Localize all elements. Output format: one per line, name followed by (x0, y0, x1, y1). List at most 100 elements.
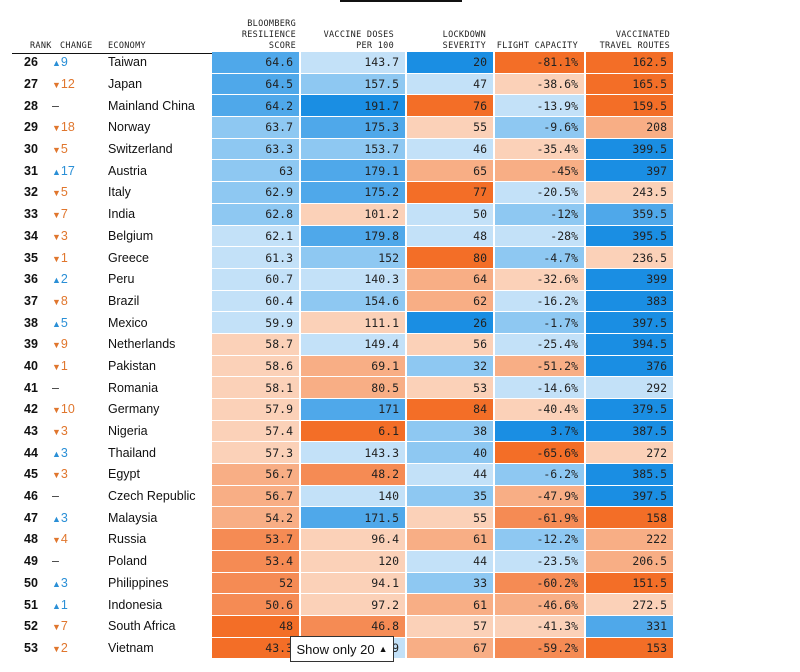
vaccine-cell: 143.3 (300, 441, 407, 464)
change-arrow-icon: ▲ (52, 513, 61, 524)
vaccine-cell: 171.5 (300, 506, 407, 529)
travel-routes-cell: 162.5 (585, 52, 673, 74)
travel-routes-cell: 243.5 (585, 181, 673, 204)
travel-routes-cell: 383 (585, 290, 673, 312)
resilience-cell: 64.6 (212, 52, 301, 74)
table-row: 44 ▲3 Thailand 57.3 143.3 40 -65.6% 272 (12, 441, 673, 464)
vaccine-cell: 175.3 (300, 116, 407, 139)
change-cell: ▼3 (52, 424, 68, 439)
change-arrow-icon: ▼ (52, 145, 61, 156)
lockdown-cell: 55 (406, 116, 495, 139)
travel-routes-cell: 222 (585, 528, 673, 551)
table-row: 26 ▲9 Taiwan 64.6 143.7 20 -81.1% 162.5 (12, 52, 673, 74)
resilience-cell: 62.9 (212, 181, 301, 204)
change-cell: ▲1 (52, 597, 68, 612)
show-only-20-button[interactable]: Show only 20 ▲ (290, 636, 394, 662)
travel-routes-cell: 379.5 (585, 398, 673, 421)
lockdown-cell: 76 (406, 94, 495, 117)
change-arrow-icon: ▲ (52, 448, 61, 459)
travel-routes-cell: 397.5 (585, 485, 673, 507)
table-row: 51 ▲1 Indonesia 50.6 97.2 61 -46.6% 272.… (12, 593, 673, 616)
travel-routes-cell: 292 (585, 376, 673, 399)
lockdown-cell: 53 (406, 376, 495, 399)
economy-cell: Greece (108, 250, 149, 265)
lockdown-cell: 62 (406, 290, 495, 312)
vaccine-cell: 171 (300, 398, 407, 421)
change-arrow-icon: ▼ (52, 405, 61, 416)
header-economy: ECONOMY (108, 41, 146, 51)
economy-cell: Norway (108, 120, 151, 135)
header-travel: VACCINATED TRAVEL ROUTES (599, 30, 670, 51)
vaccine-cell: 101.2 (300, 203, 407, 225)
change-arrow-icon: ▼ (52, 231, 61, 242)
rank-cell: 43 (24, 424, 38, 439)
flight-cell: -4.7% (494, 246, 586, 269)
change-cell: ▼7 (52, 619, 68, 634)
header-resilience: BLOOMBERG RESILIENCE SCORE (241, 19, 296, 51)
table-row: 34 ▼3 Belgium 62.1 179.8 48 -28% 395.5 (12, 225, 673, 247)
header-vaccine: VACCINE DOSES PER 100 (323, 30, 394, 51)
change-cell: – (52, 554, 59, 569)
table-row: 39 ▼9 Netherlands 58.7 149.4 56 -25.4% 3… (12, 333, 673, 356)
travel-routes-cell: 359.5 (585, 203, 673, 225)
table-row: 27 ▼12 Japan 64.5 157.5 47 -38.6% 165.5 (12, 73, 673, 95)
change-cell: – (52, 489, 59, 504)
table-row: 29 ▼18 Norway 63.7 175.3 55 -9.6% 208 (12, 116, 673, 139)
show-only-label: Show only 20 (296, 641, 375, 657)
rank-cell: 44 (24, 445, 38, 460)
table-row: 42 ▼10 Germany 57.9 171 84 -40.4% 379.5 (12, 398, 673, 421)
change-cell: ▲3 (52, 575, 68, 590)
travel-routes-cell: 151.5 (585, 572, 673, 594)
change-arrow-icon: ▼ (52, 643, 61, 654)
flight-cell: -9.6% (494, 116, 586, 139)
flight-cell: -41.3% (494, 615, 586, 638)
travel-routes-cell: 397.5 (585, 311, 673, 334)
lockdown-cell: 61 (406, 528, 495, 551)
rank-cell: 45 (24, 467, 38, 482)
table-row: 35 ▼1 Greece 61.3 152 80 -4.7% 236.5 (12, 246, 673, 269)
travel-routes-cell: 399.5 (585, 138, 673, 160)
vaccine-cell: 153.7 (300, 138, 407, 160)
resilience-cell: 64.2 (212, 94, 301, 117)
flight-cell: -1.7% (494, 311, 586, 334)
lockdown-cell: 77 (406, 181, 495, 204)
change-cell: ▼12 (52, 77, 75, 92)
resilience-cell: 63.3 (212, 138, 301, 160)
resilience-cell: 57.4 (212, 420, 301, 442)
resilience-cell: 48 (212, 615, 301, 638)
rank-cell: 42 (24, 402, 38, 417)
flight-cell: -16.2% (494, 290, 586, 312)
flight-cell: -60.2% (494, 572, 586, 594)
flight-cell: -61.9% (494, 506, 586, 529)
resilience-cell: 64.5 (212, 73, 301, 95)
travel-routes-cell: 272.5 (585, 593, 673, 616)
vaccine-cell: 179.1 (300, 159, 407, 182)
header-lockdown: LOCKDOWN SEVERITY (442, 30, 486, 51)
table-row: 46 – Czech Republic 56.7 140 35 -47.9% 3… (12, 485, 673, 507)
economy-cell: Mexico (108, 315, 148, 330)
rank-cell: 49 (24, 554, 38, 569)
vaccine-cell: 96.4 (300, 528, 407, 551)
rank-cell: 48 (24, 532, 38, 547)
change-arrow-icon: ▼ (52, 210, 61, 221)
rank-cell: 41 (24, 380, 38, 395)
rank-cell: 40 (24, 358, 38, 373)
change-cell: ▼7 (52, 207, 68, 222)
change-cell: ▼5 (52, 142, 68, 157)
change-cell: ▲5 (52, 315, 68, 330)
resilience-cell: 43.3 (212, 637, 301, 659)
vaccine-cell: 97.2 (300, 593, 407, 616)
economy-cell: Philippines (108, 575, 169, 590)
economy-cell: South Africa (108, 619, 176, 634)
table-row: 41 – Romania 58.1 80.5 53 -14.6% 292 (12, 376, 673, 399)
table-row: 37 ▼8 Brazil 60.4 154.6 62 -16.2% 383 (12, 290, 673, 312)
rank-cell: 35 (24, 250, 38, 265)
rank-cell: 26 (24, 55, 38, 70)
resilience-cell: 63 (212, 159, 301, 182)
travel-routes-cell: 159.5 (585, 94, 673, 117)
resilience-cell: 53.7 (212, 528, 301, 551)
economy-cell: Czech Republic (108, 489, 196, 504)
flight-cell: -12.2% (494, 528, 586, 551)
travel-routes-cell: 153 (585, 637, 673, 659)
table-row: 28 – Mainland China 64.2 191.7 76 -13.9%… (12, 94, 673, 117)
